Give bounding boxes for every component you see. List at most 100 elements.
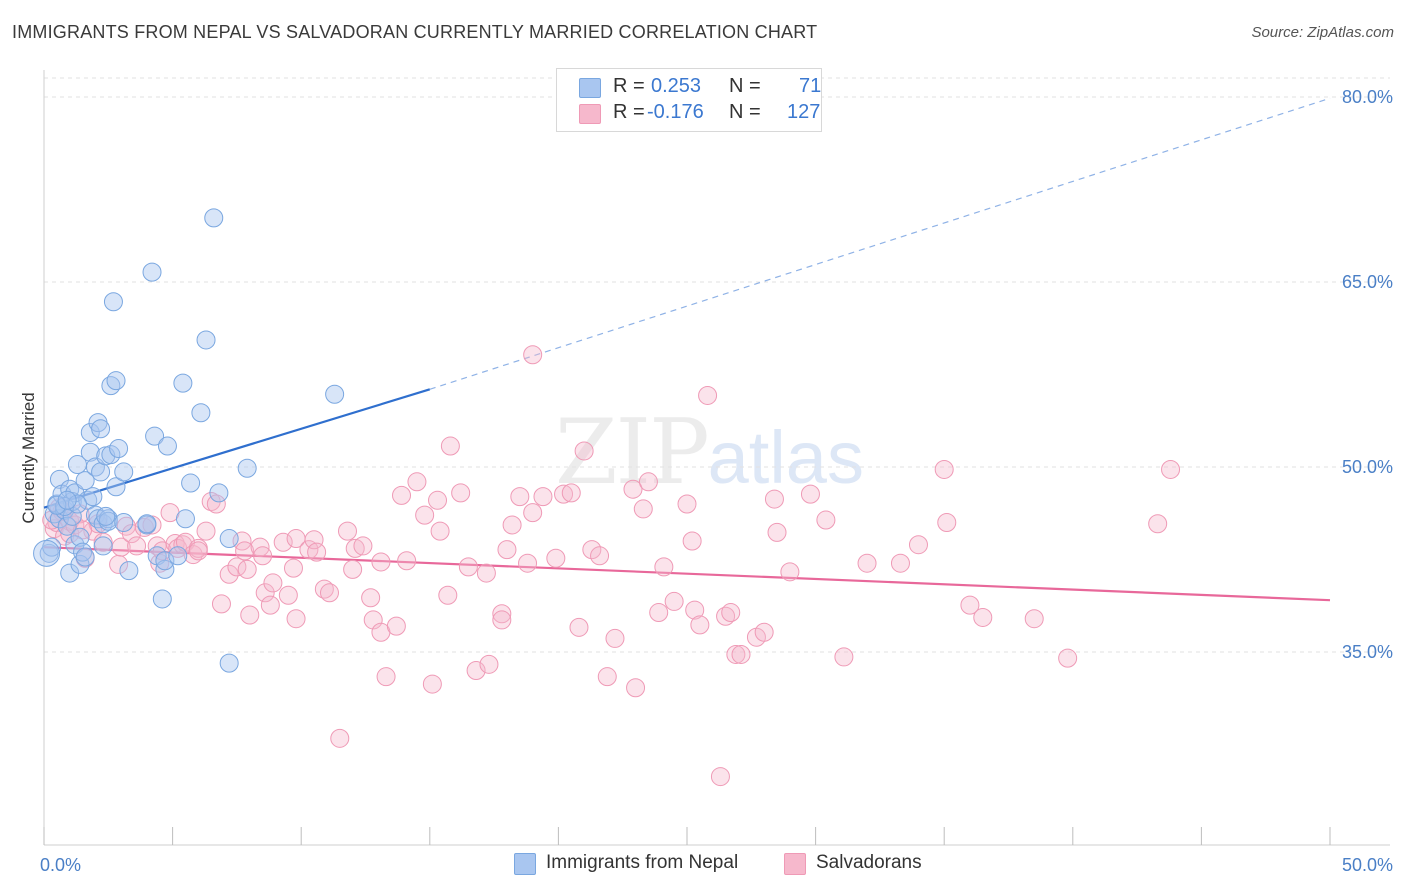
salvadoran-point xyxy=(533,487,553,507)
salvadoran-point xyxy=(127,536,147,556)
x-axis-ticks xyxy=(43,827,1331,845)
nepal-point xyxy=(204,208,224,228)
nepal-point xyxy=(175,509,195,529)
nepal-point xyxy=(137,514,157,534)
salvadoran-point xyxy=(502,515,522,535)
salvadoran-point xyxy=(240,605,260,625)
salvadoran-point xyxy=(973,607,993,627)
legend-n-label: N = xyxy=(729,75,761,97)
salvadoran-point xyxy=(479,654,499,674)
salvadoran-point xyxy=(363,610,383,630)
salvadoran-point xyxy=(590,546,610,566)
nepal-point xyxy=(80,422,100,442)
nepal-point xyxy=(91,419,111,439)
salvadoran-point xyxy=(345,538,365,558)
salvadoran-point xyxy=(278,585,298,605)
salvadoran-point xyxy=(721,603,741,623)
nepal-point xyxy=(173,373,193,393)
salvadoran-point xyxy=(458,557,478,577)
salvadoran-point xyxy=(605,628,625,648)
salvadoran-point xyxy=(857,553,877,573)
salvadoran-point xyxy=(780,562,800,582)
salvadoran-point xyxy=(428,490,448,510)
salvadoran-point xyxy=(960,595,980,615)
salvadoran-point xyxy=(754,622,774,642)
salvadoran-point xyxy=(816,510,836,530)
watermark-zip: ZIP xyxy=(555,400,710,505)
salvadoran-point xyxy=(235,541,255,561)
nepal-point xyxy=(98,511,118,531)
nepal-point xyxy=(106,371,126,391)
nepal-points xyxy=(33,208,345,673)
salvadoran-point xyxy=(307,542,327,562)
salvadoran-point xyxy=(767,522,787,542)
y-tick-label: 35.0% xyxy=(1342,642,1393,662)
nepal-point xyxy=(103,292,123,312)
salvadoran-point xyxy=(677,494,697,514)
nepal-point xyxy=(168,546,188,566)
nepal-point xyxy=(209,483,229,503)
nepal-point xyxy=(219,653,239,673)
salvadoran-point xyxy=(764,489,784,509)
salvadoran-point xyxy=(685,600,705,620)
nepal-point xyxy=(181,473,201,493)
nepal-point xyxy=(114,462,134,482)
salvadoran-point xyxy=(196,521,216,541)
salvadoran-point xyxy=(638,472,658,492)
salvadoran-point xyxy=(682,531,702,551)
salvadoran-point xyxy=(546,548,566,568)
salvadoran-point xyxy=(438,585,458,605)
salvadoran-point xyxy=(371,552,391,572)
salvadoran-point xyxy=(518,553,538,573)
nepal-trend-line xyxy=(43,388,431,509)
axes xyxy=(43,70,1390,846)
salvadoran-point xyxy=(726,644,746,664)
nepal-point xyxy=(60,479,80,499)
nepal-point xyxy=(96,506,116,526)
watermark-atlas: atlas xyxy=(707,416,864,499)
salvadoran-point xyxy=(430,521,450,541)
x-tick-label: 50.0% xyxy=(1342,855,1393,875)
axis-labels: 35.0% 50.0% 65.0% 80.0% 0.0% 50.0% Currently M… xyxy=(19,87,1393,875)
salvadoran-point xyxy=(934,459,954,479)
salvadoran-point xyxy=(376,667,396,687)
nepal-point xyxy=(101,445,121,465)
salvadoran-point xyxy=(299,540,319,560)
salvadoran-point xyxy=(150,553,170,573)
nepal-point xyxy=(145,426,165,446)
salvadoran-point xyxy=(698,385,718,405)
salvadoran-point xyxy=(561,483,581,503)
nepal-point xyxy=(83,487,103,507)
salvadoran-point xyxy=(1161,459,1181,479)
salvadoran-point xyxy=(476,563,496,583)
salvadoran-point xyxy=(597,667,617,687)
salvadoran-point xyxy=(510,487,530,507)
salvadoran-point xyxy=(1148,514,1168,534)
salvadoran-point xyxy=(134,517,154,537)
salvadoran-point xyxy=(492,604,512,624)
salvadoran-point xyxy=(343,559,363,579)
salvadoran-point xyxy=(206,494,226,514)
nepal-point xyxy=(73,542,93,562)
nepal-point xyxy=(157,436,177,456)
salvadoran-point xyxy=(392,485,412,505)
salvadoran-point xyxy=(183,545,203,565)
salvadoran-point xyxy=(283,558,303,578)
salvadoran-point xyxy=(569,617,589,637)
salvadoran-point xyxy=(649,603,669,623)
legend-n-label: N = xyxy=(729,101,761,123)
nepal-point xyxy=(70,527,90,547)
nepal-point xyxy=(196,330,216,350)
salvadoran-point xyxy=(330,728,350,748)
salvadoran-point xyxy=(263,573,283,593)
salvadoran-point xyxy=(211,594,231,614)
x-tick-label: 0.0% xyxy=(40,855,81,875)
salvadoran-point xyxy=(286,609,306,629)
salvadoran-point xyxy=(255,583,275,603)
legend-n-value: 127 xyxy=(787,101,821,123)
salvadoran-point xyxy=(623,479,643,499)
y-tick-label: 65.0% xyxy=(1342,272,1393,292)
salvadoran-point xyxy=(361,588,381,608)
salvadoran-point xyxy=(451,483,471,503)
